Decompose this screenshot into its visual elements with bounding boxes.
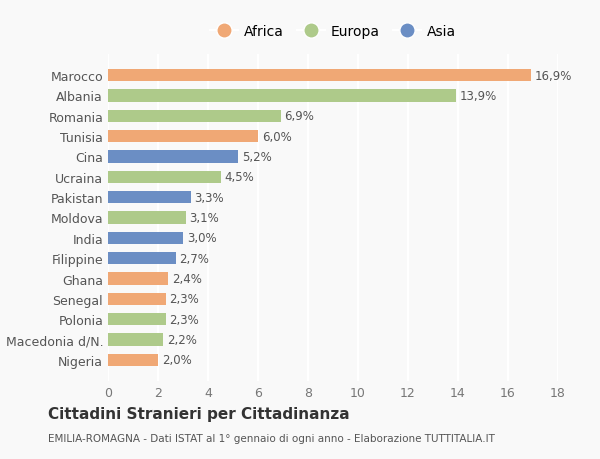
Bar (108, 70, 530, 82)
Text: 3,0%: 3,0% (187, 232, 217, 245)
Text: 6,9%: 6,9% (284, 110, 314, 123)
Text: 6,0%: 6,0% (262, 130, 292, 143)
Text: 2,7%: 2,7% (179, 252, 209, 265)
Bar (108, 313, 166, 325)
Bar (108, 293, 166, 305)
Legend: Africa, Europa, Asia: Africa, Europa, Asia (205, 20, 461, 45)
Text: 5,2%: 5,2% (242, 151, 271, 164)
Bar (108, 232, 183, 244)
Bar (108, 212, 185, 224)
Text: 4,5%: 4,5% (224, 171, 254, 184)
Text: 2,3%: 2,3% (169, 313, 199, 326)
Bar (108, 252, 176, 265)
Text: 16,9%: 16,9% (534, 69, 572, 83)
Bar (108, 192, 191, 204)
Bar (108, 111, 281, 123)
Bar (108, 171, 221, 184)
Text: Cittadini Stranieri per Cittadinanza: Cittadini Stranieri per Cittadinanza (48, 406, 350, 421)
Bar (108, 131, 258, 143)
Bar (108, 273, 168, 285)
Text: 3,3%: 3,3% (194, 191, 224, 204)
Bar (108, 334, 163, 346)
Text: 13,9%: 13,9% (459, 90, 497, 103)
Bar (108, 151, 238, 163)
Bar (108, 90, 455, 102)
Text: 3,1%: 3,1% (189, 212, 219, 224)
Bar (108, 354, 158, 366)
Text: 2,2%: 2,2% (167, 333, 197, 346)
Text: 2,0%: 2,0% (162, 353, 191, 367)
Text: 2,4%: 2,4% (172, 272, 202, 285)
Text: 2,3%: 2,3% (169, 293, 199, 306)
Text: EMILIA-ROMAGNA - Dati ISTAT al 1° gennaio di ogni anno - Elaborazione TUTTITALIA: EMILIA-ROMAGNA - Dati ISTAT al 1° gennai… (48, 433, 495, 442)
